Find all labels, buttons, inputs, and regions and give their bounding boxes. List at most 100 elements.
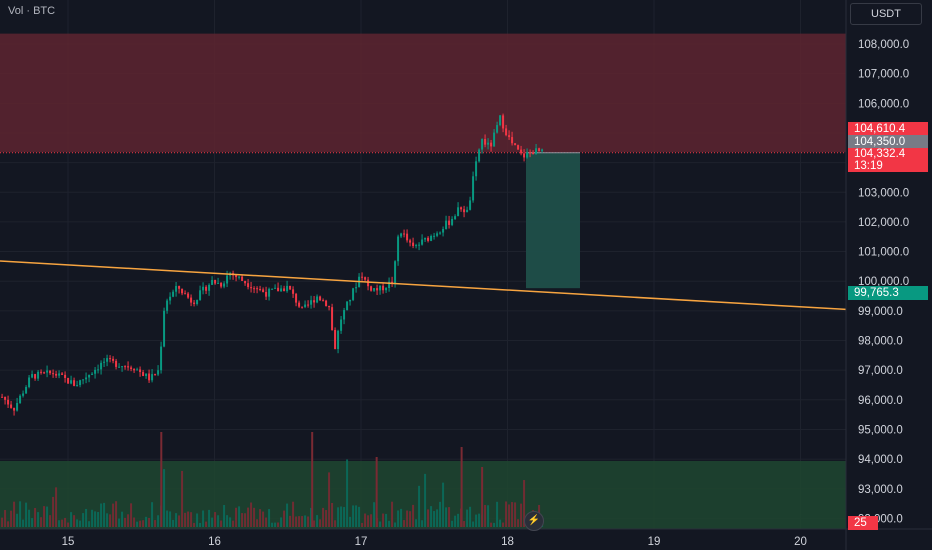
volume-bar [226,515,229,527]
trendline[interactable] [0,260,847,311]
candle-body [250,287,253,289]
candle-body [148,373,151,381]
volume-bar [127,514,130,527]
candle-body [46,370,49,373]
candle-body [238,276,241,278]
candle-body [277,287,280,292]
volume-bar [190,512,193,527]
lightning-icon[interactable]: ⚡ [524,511,544,531]
volume-bar [298,516,301,527]
volume-bar [73,515,76,527]
volume-bar [295,516,298,527]
candle-body [247,283,250,288]
volume-bars [1,432,544,527]
volume-zone[interactable] [0,461,846,529]
volume-bar [487,505,490,527]
high-price-tag: 104,610.4 [848,122,928,136]
volume-bar [82,513,85,527]
candle-body [262,289,265,292]
candle-body [130,367,133,369]
volume-bar [229,517,232,527]
volume-bar [433,511,436,527]
time-axis-tick: 15 [62,536,75,548]
volume-bar [178,515,181,527]
volume-bar [520,503,523,527]
price-axis[interactable]: 108,000.0 107,000.0 106,000.0 103,000.0 102,… [858,39,909,525]
volume-bar [100,503,103,527]
price-axis-tick: 102,000.0 [858,217,909,229]
volume-bar [424,473,427,527]
candle-body [364,277,367,280]
volume-value-tag: 25 [848,516,878,530]
volume-bar [247,507,250,527]
candle-body [508,135,511,138]
volume-bar [70,512,73,527]
candle-body [118,366,121,368]
candle-body [187,293,190,298]
volume-bar [502,522,505,527]
volume-bar [148,517,151,527]
candle-body [112,358,115,361]
candle-body [463,209,466,213]
volume-bar [484,504,487,527]
volume-bar [382,513,385,527]
volume-bar [478,513,481,527]
candle-body [454,216,457,219]
currency-button[interactable]: USDT [850,3,922,25]
volume-bar [316,515,319,527]
volume-bar [412,504,415,527]
volume-bar [22,519,25,527]
volume-bar [385,513,388,527]
candle-body [253,288,256,290]
volume-indicator-label[interactable]: Vol · BTC [8,5,56,17]
candlesticks [1,113,544,416]
candle-body [307,304,310,306]
volume-bar [163,469,166,527]
candle-body [319,296,322,301]
volume-bar [118,518,121,527]
candle-body [10,404,13,408]
volume-bar [223,505,226,527]
candle-body [145,373,148,376]
candle-body [445,220,448,230]
candle-body [208,284,211,291]
candle-body [469,200,472,210]
candle-body [409,240,412,243]
volume-bar [340,506,343,527]
candle-body [406,233,409,241]
price-axis-tick: 94,000.0 [858,454,903,466]
volume-bar [439,501,442,527]
candle-body [103,361,106,363]
candle-body [13,407,16,411]
candle-body [328,306,331,308]
candle-body [70,380,73,384]
volume-bar [220,520,223,527]
time-axis[interactable]: 15 16 17 18 19 20 [62,536,807,548]
candle-body [292,289,295,294]
resistance-zone[interactable] [0,33,846,153]
volume-bar [391,501,394,527]
candle-body [55,373,58,376]
volume-bar [208,509,211,527]
volume-bar [40,517,43,527]
volume-bar [16,513,19,527]
short-position-box[interactable] [526,152,580,289]
volume-bar [46,506,49,527]
volume-bar [34,508,37,527]
candle-body [40,371,43,373]
volume-bar [52,496,55,527]
candle-body [205,286,208,291]
volume-bar [301,516,304,527]
volume-bar [430,506,433,527]
candle-body [190,297,193,303]
candle-body [274,287,277,289]
candle-body [217,282,220,284]
price-axis-tick: 97,000.0 [858,365,903,377]
candle-body [502,115,505,129]
volume-bar [244,513,247,527]
trendline-price-tag: 99,765.3 [848,286,928,300]
candle-body [109,358,112,360]
volume-bar [313,520,316,527]
price-axis-tick: 93,000.0 [858,484,903,496]
